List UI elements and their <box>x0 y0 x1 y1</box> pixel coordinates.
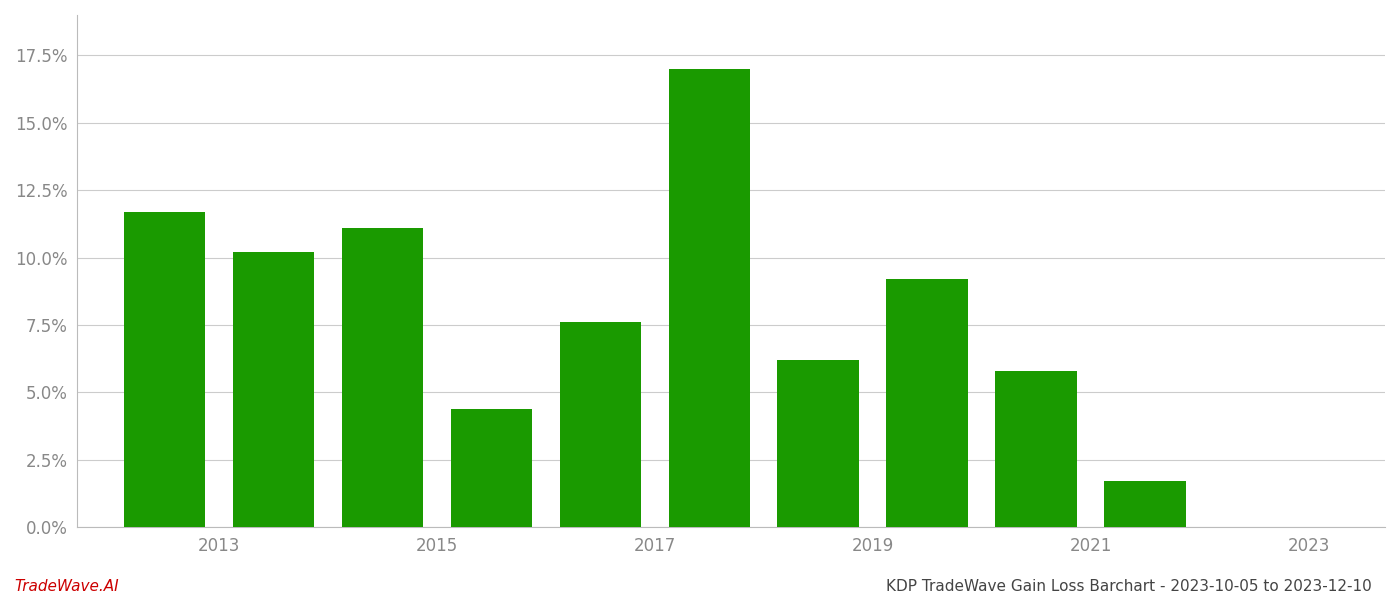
Bar <box>995 371 1077 527</box>
Bar <box>342 228 423 527</box>
Bar <box>451 409 532 527</box>
Bar <box>232 252 315 527</box>
Bar <box>777 360 860 527</box>
Bar <box>669 69 750 527</box>
Text: TradeWave.AI: TradeWave.AI <box>14 579 119 594</box>
Text: KDP TradeWave Gain Loss Barchart - 2023-10-05 to 2023-12-10: KDP TradeWave Gain Loss Barchart - 2023-… <box>886 579 1372 594</box>
Bar <box>1105 481 1186 527</box>
Bar <box>560 322 641 527</box>
Bar <box>886 279 969 527</box>
Bar <box>123 212 206 527</box>
